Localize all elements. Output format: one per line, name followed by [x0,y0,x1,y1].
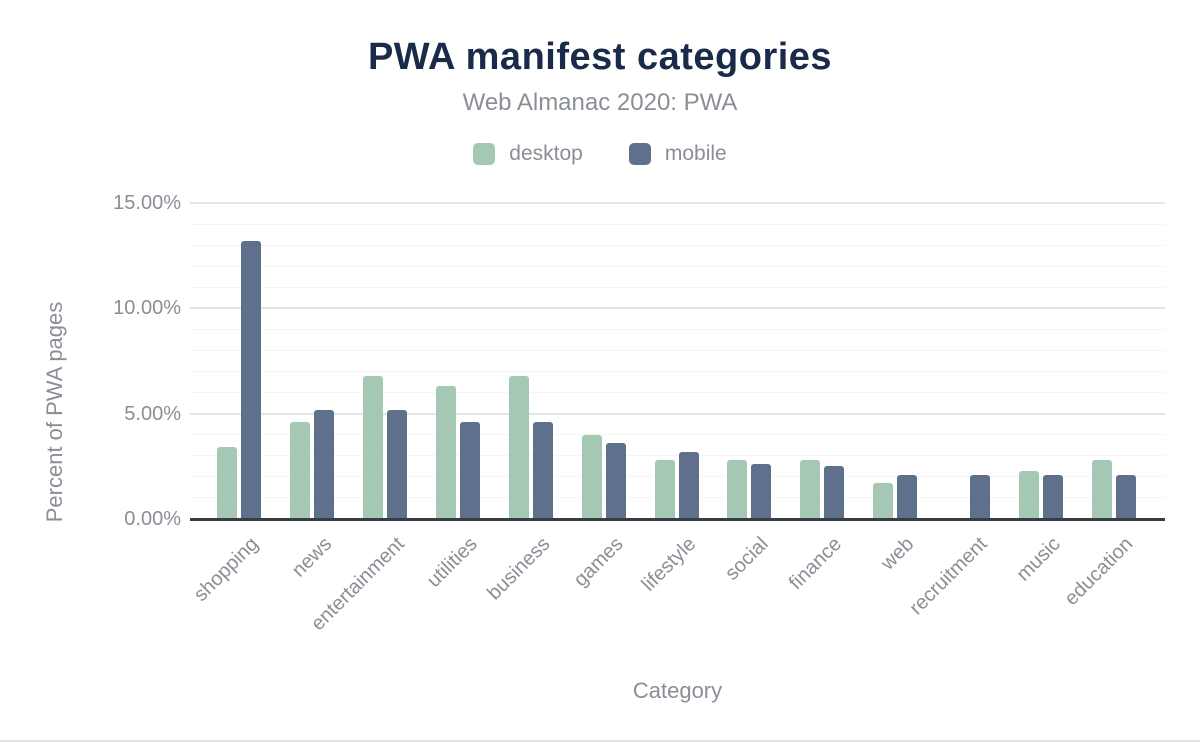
bar-mobile-education[interactable] [1115,474,1136,519]
bar-mobile-news[interactable] [314,409,335,519]
bar-desktop-finance[interactable] [800,460,821,519]
bar-desktop-social[interactable] [727,460,748,519]
gridline-major [190,202,1165,204]
x-category-label-games: games [569,533,628,592]
bar-desktop-web[interactable] [873,483,894,519]
x-category-label-utilities: utilities [422,533,482,592]
gridline-minor [190,497,1165,499]
bar-desktop-business[interactable] [508,375,529,519]
bar-desktop-lifestyle[interactable] [654,460,675,519]
gridline-minor [190,392,1165,394]
bar-mobile-web[interactable] [897,474,918,519]
x-category-label-social: social [721,533,773,585]
gridline-minor [190,455,1165,457]
bar-desktop-games[interactable] [581,434,602,519]
bar-desktop-music[interactable] [1018,470,1039,519]
gridline-minor [190,434,1165,436]
gridline-minor [190,371,1165,372]
bar-desktop-education[interactable] [1091,460,1112,519]
bar-desktop-entertainment[interactable] [363,375,384,519]
y-tick-label: 5.00% [124,402,181,425]
bar-mobile-recruitment[interactable] [969,474,990,519]
x-axis-line [190,518,1165,521]
bar-mobile-shopping[interactable] [241,240,262,519]
bar-mobile-entertainment[interactable] [387,409,408,519]
bar-mobile-music[interactable] [1042,474,1063,519]
x-category-label-education: education [1060,533,1138,610]
gridline-minor [190,223,1165,225]
x-category-label-lifestyle: lifestyle [637,533,701,596]
gridline-major [190,307,1165,310]
bar-desktop-news[interactable] [290,422,311,519]
bar-mobile-games[interactable] [605,443,626,519]
y-tick-label: 10.00% [113,297,181,320]
bar-mobile-social[interactable] [751,464,772,519]
y-tick-label: 0.00% [124,508,181,530]
bar-desktop-shopping[interactable] [217,447,238,519]
legend-item-desktop: desktop [473,142,583,166]
desktop-legend-swatch [473,143,496,165]
gridline-minor [190,265,1165,267]
x-axis-title: Category [632,678,723,703]
x-category-label-web: web [877,533,919,575]
x-category-label-recruitment: recruitment [905,533,992,620]
chart-subtitle: Web Almanac 2020: PWA [462,89,738,116]
mobile-legend-label: mobile [664,142,727,165]
x-category-label-business: business [482,533,555,605]
gridline-minor [190,476,1165,478]
x-category-label-news: news [287,533,336,582]
gridline-minor [190,328,1165,330]
bar-mobile-finance[interactable] [824,466,845,519]
desktop-legend-label: desktop [509,142,583,165]
legend-item-mobile: mobile [628,142,727,166]
x-category-label-finance: finance [784,533,846,595]
bar-desktop-utilities[interactable] [436,386,456,519]
gridline-minor [190,350,1165,351]
page-bottom-edge [0,740,1200,742]
bar-mobile-lifestyle[interactable] [678,451,699,519]
gridline-minor [190,244,1165,246]
x-category-label-music: music [1011,533,1065,586]
y-tick-label: 15.00% [113,192,181,214]
gridline-major [190,412,1165,415]
x-category-label-shopping: shopping [189,533,263,606]
bar-mobile-utilities[interactable] [460,422,480,519]
gridline-minor [190,286,1165,288]
bar-mobile-business[interactable] [532,422,553,519]
mobile-legend-swatch [628,143,651,165]
chart-title: PWA manifest categories [367,36,833,78]
legend: desktop mobile [0,142,1200,166]
